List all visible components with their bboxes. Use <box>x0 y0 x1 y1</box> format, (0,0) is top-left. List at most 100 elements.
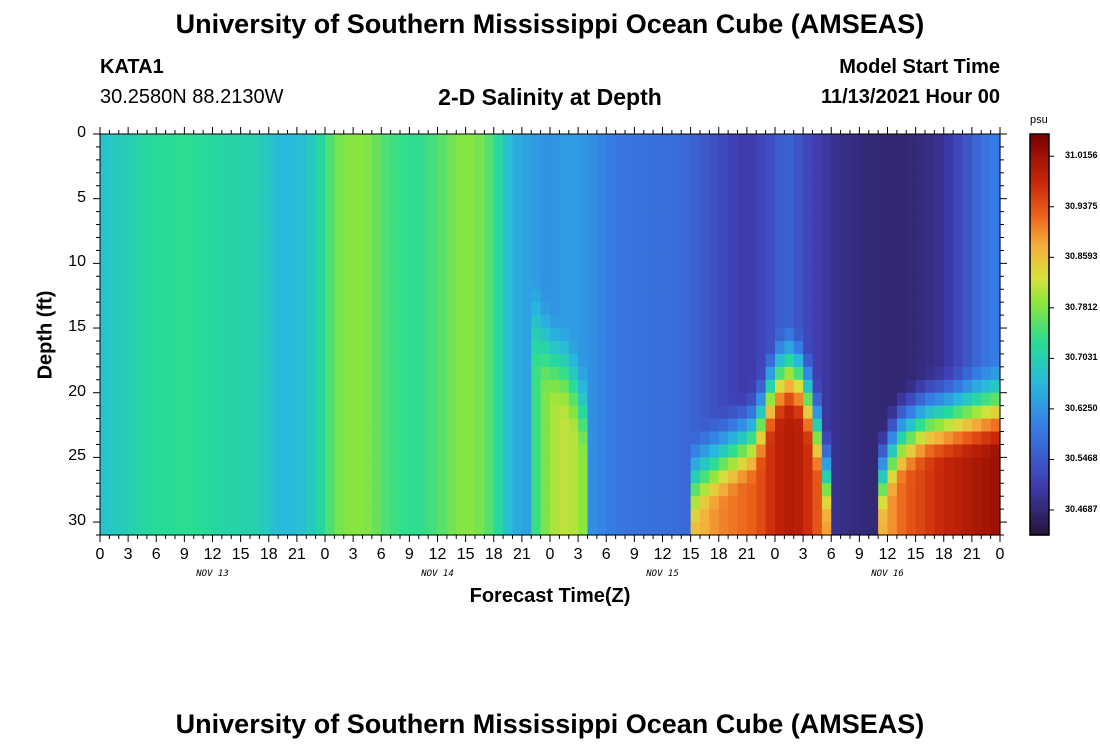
heatmap-cell <box>568 509 579 523</box>
heatmap-cell <box>971 483 982 497</box>
heatmap-cell <box>653 431 664 446</box>
heatmap-cell <box>325 289 335 303</box>
heatmap-cell <box>362 315 373 329</box>
heatmap-cell <box>606 237 617 252</box>
heatmap-cell <box>653 328 664 342</box>
heatmap-cell <box>156 379 167 394</box>
heatmap-cell <box>296 405 307 420</box>
heatmap-cell <box>259 470 270 484</box>
heatmap-cell <box>746 483 757 497</box>
x-tick-label: 6 <box>601 546 611 563</box>
heatmap-cell <box>606 263 617 277</box>
heatmap-cell <box>362 405 373 420</box>
heatmap-cell <box>756 250 767 264</box>
heatmap-cell <box>428 250 439 264</box>
heatmap-cell <box>709 340 720 355</box>
heatmap-cell <box>503 496 514 510</box>
heatmap-cell <box>521 353 532 368</box>
heatmap-cell <box>212 431 223 446</box>
heatmap-cell <box>925 263 935 277</box>
heatmap-cell <box>531 405 542 420</box>
heatmap-cell <box>878 134 889 148</box>
heatmap-cell <box>371 263 382 277</box>
heatmap-cell <box>446 405 457 420</box>
heatmap-cell <box>109 172 120 187</box>
heatmap-cell <box>625 366 635 381</box>
heatmap-cell <box>850 328 860 342</box>
colorbar-segment <box>1030 207 1049 212</box>
heatmap-cell <box>812 224 823 239</box>
heatmap-cell <box>559 392 570 407</box>
heatmap-cell <box>465 315 476 329</box>
heatmap-cell <box>259 315 270 329</box>
heatmap-cell <box>165 276 176 290</box>
colorbar-segment <box>1030 508 1049 513</box>
heatmap-cell <box>240 237 251 252</box>
station-name: KATA1 <box>100 56 164 78</box>
heatmap-cell <box>709 315 720 329</box>
heatmap-cell <box>193 431 204 446</box>
heatmap-cell <box>428 457 439 471</box>
heatmap-cell <box>568 237 579 252</box>
heatmap-cell <box>231 302 242 316</box>
heatmap-cell <box>268 289 279 303</box>
heatmap-cell <box>287 509 298 523</box>
heatmap-cell <box>278 444 289 458</box>
heatmap-cell <box>475 250 485 264</box>
heatmap-cell <box>212 250 223 264</box>
heatmap-cell <box>981 418 992 433</box>
heatmap-cell <box>615 315 626 329</box>
heatmap-cell <box>625 263 635 277</box>
heatmap-cell <box>850 405 860 420</box>
heatmap-cell <box>390 366 401 381</box>
heatmap-cell <box>887 250 898 264</box>
heatmap-cell <box>287 431 298 446</box>
heatmap-cell <box>381 457 392 471</box>
heatmap-cell <box>287 496 298 510</box>
heatmap-cell <box>259 159 270 174</box>
heatmap-cell <box>568 444 579 458</box>
heatmap-cell <box>325 250 335 264</box>
heatmap-cell <box>625 418 635 433</box>
heatmap-cell <box>878 366 889 381</box>
heatmap-cell <box>475 418 485 433</box>
heatmap-cell <box>550 211 560 226</box>
heatmap-cell <box>962 263 973 277</box>
heatmap-cell <box>437 263 448 277</box>
heatmap-cell <box>334 159 345 174</box>
heatmap-cell <box>306 418 317 433</box>
heatmap-cell <box>306 289 317 303</box>
heatmap-cell <box>906 302 917 316</box>
heatmap-cell <box>718 392 729 407</box>
heatmap-cell <box>165 405 176 420</box>
heatmap-cell <box>296 509 307 523</box>
heatmap-cell <box>812 392 823 407</box>
heatmap-cell <box>446 134 457 148</box>
heatmap-cell <box>550 250 560 264</box>
heatmap-cell <box>634 328 645 342</box>
heatmap-cell <box>962 496 973 510</box>
heatmap-cell <box>418 211 429 226</box>
heatmap-cell <box>578 263 589 277</box>
heatmap-cell <box>690 224 701 239</box>
heatmap-cell <box>240 224 251 239</box>
heatmap-cell <box>934 483 945 497</box>
heatmap-cell <box>953 302 964 316</box>
heatmap-cell <box>362 134 373 148</box>
colorbar-segment <box>1030 481 1049 486</box>
heatmap-cell <box>296 522 307 536</box>
heatmap-cell <box>878 211 889 226</box>
heatmap-cell <box>700 496 710 510</box>
heatmap-cell <box>990 392 1001 407</box>
heatmap-cell <box>925 340 935 355</box>
heatmap-cell <box>596 198 607 213</box>
heatmap-cell <box>175 237 185 252</box>
heatmap-cell <box>831 379 842 394</box>
heatmap-cell <box>128 289 139 303</box>
heatmap-cell <box>690 340 701 355</box>
heatmap-cell <box>193 496 204 510</box>
heatmap-cell <box>212 146 223 161</box>
heatmap-cell <box>100 224 110 239</box>
heatmap-cell <box>681 328 692 342</box>
heatmap-cell <box>287 522 298 536</box>
